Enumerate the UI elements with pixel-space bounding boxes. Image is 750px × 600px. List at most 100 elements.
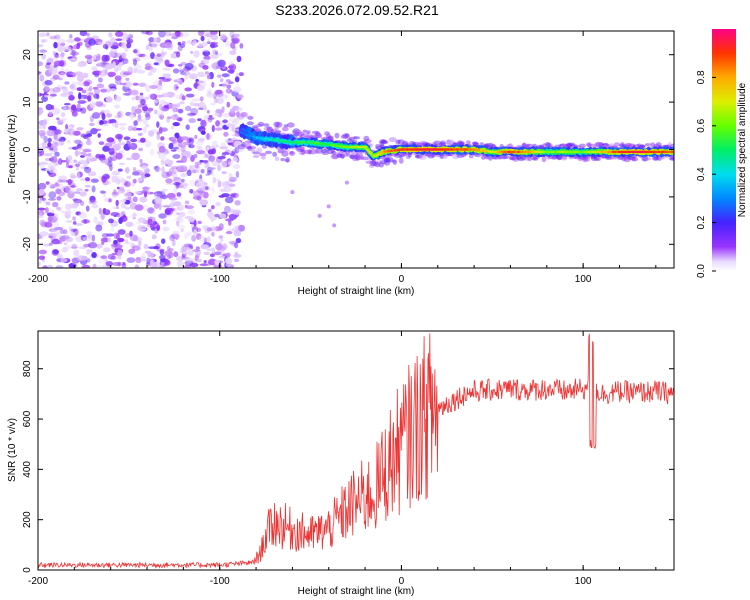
noise-blob [198, 235, 206, 242]
noise-blob [162, 73, 172, 79]
noise-blob [54, 34, 61, 40]
noise-blob [184, 87, 192, 92]
noise-blob [141, 54, 151, 61]
noise-blob [197, 259, 202, 263]
noise-blob [67, 155, 73, 161]
noise-blob [188, 138, 193, 142]
noise-blob [221, 106, 225, 114]
noise-blob [214, 89, 223, 95]
noise-blob [218, 235, 224, 239]
noise-blob [60, 257, 68, 263]
stray-dot [332, 223, 337, 228]
noise-blob [214, 112, 219, 116]
noise-blob [113, 94, 117, 100]
stray-dot [326, 204, 331, 209]
noise-blob [184, 247, 191, 251]
noise-blob [193, 50, 200, 58]
noise-blob [126, 157, 132, 161]
noise-blob [75, 166, 79, 171]
noise-blob [101, 123, 110, 127]
noise-blob [57, 133, 62, 140]
noise-blob [217, 180, 222, 188]
noise-blob [184, 205, 194, 210]
noise-blob [147, 207, 155, 214]
noise-blob [107, 253, 115, 260]
noise-blob [69, 34, 73, 39]
noise-blob [159, 258, 167, 262]
noise-blob [191, 169, 197, 174]
noise-blob [81, 264, 91, 268]
noise-blob [160, 159, 165, 166]
noise-blob [109, 164, 113, 172]
noise-blob [86, 32, 90, 37]
noise-blob [92, 112, 101, 119]
noise-blob [106, 113, 113, 118]
noise-blob [216, 97, 224, 104]
noise-blob [211, 81, 215, 88]
noise-blob [173, 186, 178, 194]
noise-blob [229, 50, 237, 55]
noise-blob [80, 236, 85, 242]
noise-blob [235, 237, 242, 244]
noise-blob [214, 213, 220, 218]
noise-blob [97, 41, 104, 45]
noise-blob [234, 242, 239, 249]
noise-blob [49, 63, 55, 69]
noise-blob [126, 175, 132, 179]
noise-blob [58, 210, 66, 213]
noise-blob [38, 71, 42, 74]
noise-blob [70, 185, 76, 188]
noise-blob [202, 41, 208, 47]
noise-blob [151, 41, 158, 49]
noise-blob [126, 140, 131, 148]
noise-blob [170, 149, 177, 152]
noise-blob [211, 231, 215, 237]
noise-blob [47, 56, 53, 63]
noise-blob [41, 197, 46, 201]
noise-blob [77, 62, 86, 68]
noise-blob [38, 215, 44, 219]
noise-blob [85, 205, 90, 212]
noise-blob [73, 249, 80, 257]
noise-blob [226, 101, 231, 108]
noise-blob [176, 204, 185, 211]
x-tick-label: -200 [28, 576, 48, 587]
ridge-halo-blob [240, 111, 248, 118]
noise-blob [86, 248, 91, 255]
noise-blob [172, 68, 180, 74]
noise-blob [80, 133, 88, 138]
noise-blob [84, 188, 89, 192]
noise-blob [164, 42, 173, 48]
noise-blob [71, 243, 78, 249]
stray-dot [290, 190, 295, 195]
noise-blob [113, 232, 118, 240]
noise-blob [219, 188, 226, 193]
noise-blob [101, 113, 106, 121]
noise-blob [207, 149, 215, 155]
noise-blob [180, 173, 188, 178]
noise-blob [142, 106, 149, 112]
noise-blob [173, 251, 179, 258]
noise-blob [173, 83, 179, 91]
noise-blob [226, 252, 231, 258]
noise-blob [56, 117, 60, 120]
noise-blob [62, 105, 67, 110]
noise-blob [221, 94, 229, 99]
noise-blob [219, 79, 224, 83]
noise-blob [149, 85, 158, 89]
noise-blob [142, 186, 149, 194]
noise-blob [234, 146, 240, 154]
noise-blob [54, 226, 64, 231]
colorbar-tick-label: 0.8 [696, 70, 707, 84]
noise-blob [69, 84, 75, 89]
noise-blob [154, 196, 163, 204]
noise-blob [38, 129, 46, 137]
noise-blob [149, 261, 158, 268]
noise-blob [195, 169, 200, 173]
noise-blob [83, 166, 89, 170]
noise-blob [48, 68, 58, 75]
noise-blob [67, 140, 71, 144]
noise-blob [141, 165, 149, 170]
noise-blob [101, 54, 108, 63]
